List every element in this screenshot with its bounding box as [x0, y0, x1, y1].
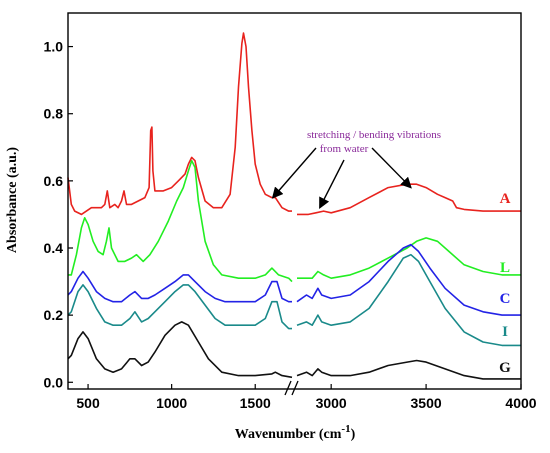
series-line-I-left	[67, 284, 292, 330]
annotation: stretching / bending vibrations from wat…	[271, 129, 441, 209]
annotation-arrow-2	[319, 159, 345, 209]
series-lines	[67, 32, 521, 380]
series-line-C-left	[67, 270, 292, 303]
x-tick-label-500: 500	[76, 395, 100, 411]
series-line-A-right	[297, 183, 521, 216]
series-label-A: A	[500, 191, 511, 207]
series-line-A-left	[67, 32, 292, 216]
x-tick-label-3500: 3500	[411, 395, 442, 411]
series-label-I: I	[502, 324, 508, 340]
annotation-arrow-3	[371, 147, 412, 189]
y-tick-label-0.0: 0.0	[44, 374, 64, 390]
series-line-L-left	[68, 159, 293, 283]
y-tick-label-0.2: 0.2	[44, 307, 64, 323]
annotation-arrow-1	[271, 147, 317, 199]
series-line-G-right	[296, 359, 521, 380]
y-tick-label-1.0: 1.0	[44, 39, 64, 55]
axis-break-mark	[284, 380, 299, 396]
annotation-line2: from water	[320, 143, 369, 155]
series-line-G-left	[67, 321, 293, 379]
series-line-L-right	[297, 237, 521, 279]
y-tick-label-0.8: 0.8	[44, 106, 64, 122]
y-tick-label-0.6: 0.6	[44, 173, 64, 189]
series-line-C-right	[296, 243, 521, 316]
x-tick-label-4000: 4000	[505, 395, 536, 411]
y-tick-label-0.4: 0.4	[44, 240, 64, 256]
x-tick-label-1000: 1000	[156, 395, 187, 411]
series-label-G: G	[499, 360, 511, 376]
x-axis-title: Wavenumber (cm-1)	[235, 423, 356, 442]
x-tick-label-1500: 1500	[240, 395, 271, 411]
y-axis-title: Absorbance (a.u.)	[5, 147, 20, 254]
series-label-L: L	[500, 260, 510, 276]
annotation-line1: stretching / bending vibrations	[307, 129, 441, 141]
series-label-C: C	[500, 291, 511, 307]
series-line-I-right	[296, 253, 521, 347]
x-tick-label-3000: 3000	[316, 395, 347, 411]
